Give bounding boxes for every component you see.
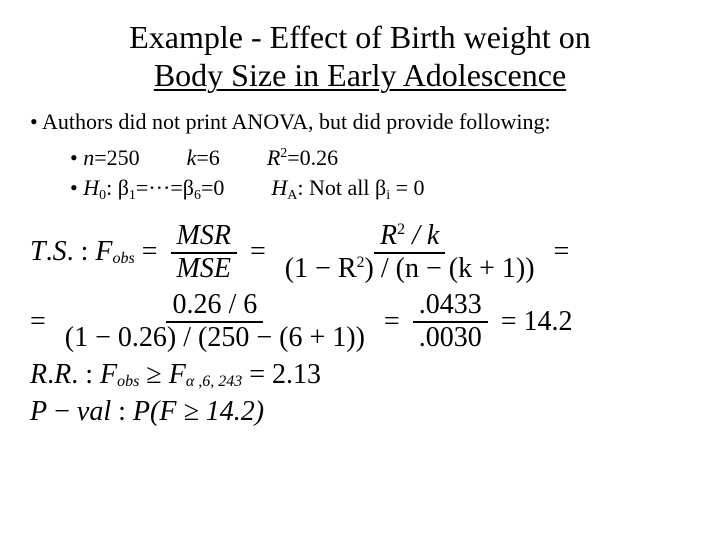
geq-1: ≥ [146, 359, 161, 390]
k-value: =6 [196, 145, 219, 170]
title-line1: Example - Effect of Birth weight on [129, 19, 591, 55]
r2k-den: (1 − R2) / (n − (k + 1)) [279, 254, 541, 285]
beta-6: β [183, 175, 194, 200]
mse: MSE [171, 254, 237, 285]
ha-label: H [271, 175, 287, 200]
frac-step2: 0.26 / 6 (1 − 0.26) / (250 − (6 + 1)) [59, 290, 371, 354]
n-value: =250 [94, 145, 139, 170]
step3-num: .0433 [413, 290, 488, 323]
fcrit-val: = 2.13 [249, 359, 321, 390]
title-line2: Body Size in Early Adolescence [154, 57, 566, 93]
r2-label: R [267, 145, 280, 170]
h0-colon: : [106, 175, 118, 200]
fcrit-sub: α ,6, 243 [186, 373, 242, 391]
step3-den: .0030 [413, 323, 488, 354]
rr-fobs-sub: obs [117, 373, 139, 391]
math-row-2: = 0.26 / 6 (1 − 0.26) / (250 − (6 + 1)) … [30, 290, 690, 354]
frac-r2k: R2 / k (1 − R2) / (n − (k + 1)) [279, 221, 541, 285]
r2k-num: R2 / k [374, 221, 445, 254]
result: = 14.2 [494, 307, 573, 338]
ha-text: : Not all [297, 175, 375, 200]
r2k-r: R [380, 220, 397, 251]
beta-1: β [118, 175, 129, 200]
msr: MSR [171, 221, 237, 254]
frac-step3: .0433 .0030 [413, 290, 488, 354]
result-text: = 14.2 [501, 306, 573, 337]
r2k-tail: / k [405, 220, 439, 251]
math-row-3: R.R. : Fobs ≥ Fα ,6, 243 = 2.13 [30, 360, 690, 391]
beta-i: β [375, 175, 386, 200]
n-label: n [83, 145, 94, 170]
slide-title: Example - Effect of Birth weight on Body… [30, 18, 690, 95]
rr-label: R.R. : [30, 360, 100, 391]
k-label: k [187, 145, 197, 170]
eq-zero: = 0 [390, 175, 424, 200]
r2-value: =0.26 [287, 145, 338, 170]
r2k-den-a: (1 − R [285, 253, 357, 284]
bullet-1: • Authors did not print ANOVA, but did p… [30, 109, 690, 135]
fobs-f: F [95, 237, 112, 268]
ts-label: T.S. : [30, 237, 95, 268]
math-row-1: T.S. : Fobs = MSR MSE = R2 / k (1 − R2) … [30, 221, 690, 285]
math-block: T.S. : Fobs = MSR MSE = R2 / k (1 − R2) … [30, 221, 690, 428]
bullet-3: • H0: β1=···=β6=0 HA: Not all βi = 0 [70, 175, 690, 201]
pval-label: P − val : [30, 397, 133, 428]
bullet-1-text: Authors did not print ANOVA, but did pro… [42, 109, 551, 134]
math-row-4: P − val : P(F ≥ 14.2) [30, 397, 690, 428]
fcrit-f: F [169, 360, 186, 391]
frac-msr-mse: MSR MSE [171, 221, 237, 285]
dots: ··· [148, 175, 170, 200]
rr-f: F [100, 360, 117, 391]
step2-den: (1 − 0.26) / (250 − (6 + 1)) [59, 323, 371, 354]
step2-num: 0.26 / 6 [166, 290, 263, 323]
pval-expr: P(F ≥ 14.2) [133, 397, 264, 428]
h0-label: H [83, 175, 99, 200]
bullet-2: • n=250 k=6 R2=0.26 [70, 145, 690, 171]
r2k-den-b: ) / (n − (k + 1)) [365, 253, 535, 284]
fobs-sub: obs [112, 250, 134, 268]
